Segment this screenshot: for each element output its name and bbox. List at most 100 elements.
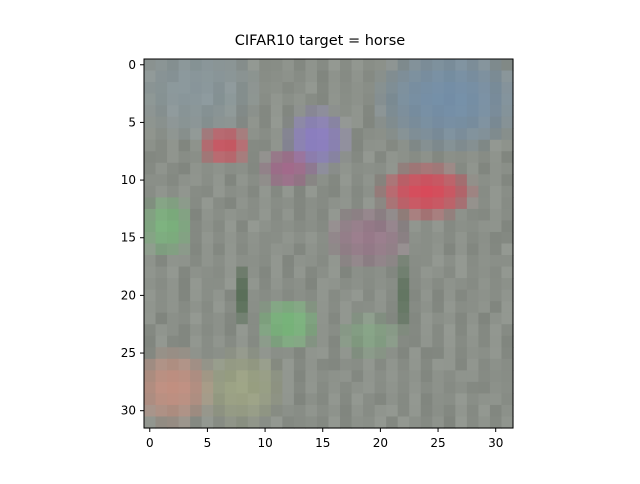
image-pixel [466,358,480,371]
image-pixel [443,393,456,406]
image-pixel [409,105,422,118]
image-pixel [420,278,433,291]
image-pixel [316,197,330,210]
image-pixel [167,59,180,72]
image-pixel [316,174,330,187]
image-pixel [489,70,503,83]
image-pixel [374,220,387,233]
image-pixel [489,82,503,95]
image-pixel [190,197,203,210]
image-pixel [466,404,480,418]
image-pixel [236,128,249,141]
image-pixel [213,116,226,129]
image-pixel [178,105,191,118]
image-pixel [443,105,456,118]
image-pixel [386,255,399,268]
image-pixel [190,59,203,72]
image-pixel [247,105,260,118]
image-pixel [270,335,283,348]
image-pixel [420,381,433,395]
image-pixel [259,139,272,152]
image-pixel [409,381,422,395]
image-pixel [236,381,249,395]
image-pixel [489,335,503,348]
image-pixel [247,347,260,360]
image-pixel [293,139,307,152]
image-pixel [155,335,168,348]
image-pixel [328,128,341,141]
x-tick-label: 0 [146,436,154,450]
image-pixel [155,381,168,395]
image-pixel [305,243,318,256]
image-pixel [420,335,433,348]
image-pixel [247,381,260,395]
image-pixel [259,381,272,395]
image-pixel [489,59,503,72]
image-pixel [167,70,180,83]
image-pixel [224,416,237,429]
image-pixel [466,335,480,348]
image-pixel [201,370,214,383]
image-pixel [340,347,353,360]
image-pixel [340,70,353,83]
image-pixel [374,393,387,406]
image-pixel [247,82,260,95]
image-pixel [236,174,249,187]
image-pixel [340,335,353,348]
image-pixel [167,197,180,210]
image-pixel [213,243,226,256]
image-pixel [201,128,214,141]
image-pixel [466,105,480,118]
image-pixel [409,358,422,371]
image-pixel [340,231,353,245]
image-pixel [247,255,260,268]
image-pixel [178,162,191,175]
image-pixel [167,151,180,164]
image-pixel [455,312,468,325]
image-pixel [305,381,318,395]
image-pixel [282,59,295,72]
image-pixel [386,82,399,95]
image-pixel [489,255,503,268]
image-pixel [466,59,480,72]
image-pixel [190,151,203,164]
image-pixel [282,335,295,348]
image-pixel [443,243,456,256]
image-pixel [178,370,191,383]
image-pixel [270,416,283,429]
image-pixel [478,151,491,164]
image-pixel [489,289,503,302]
image-pixel [213,70,226,83]
image-pixel [178,197,191,210]
image-pixel [420,289,433,302]
image-pixel [282,370,295,383]
image-pixel [432,243,445,256]
image-pixel [363,82,376,95]
image-pixel [190,289,203,302]
image-pixel [340,82,353,95]
image-pixel [213,220,226,233]
image-pixel [305,301,318,314]
image-pixel [363,324,376,337]
image-pixel [328,59,341,72]
image-pixels [144,59,514,429]
image-pixel [501,255,514,268]
image-pixel [455,105,468,118]
image-pixel [328,220,341,233]
image-pixel [409,312,422,325]
image-pixel [501,324,514,337]
image-pixel [489,162,503,175]
image-pixel [259,347,272,360]
image-pixel [224,324,237,337]
image-pixel [282,324,295,337]
image-pixel [328,324,341,337]
image-pixel [397,197,410,210]
image-pixel [466,255,480,268]
image-pixel [386,185,399,198]
image-pixel [489,151,503,164]
image-pixel [455,151,468,164]
image-pixel [397,82,410,95]
image-pixel [144,139,157,152]
image-pixel [489,243,503,256]
image-pixel [443,128,456,141]
